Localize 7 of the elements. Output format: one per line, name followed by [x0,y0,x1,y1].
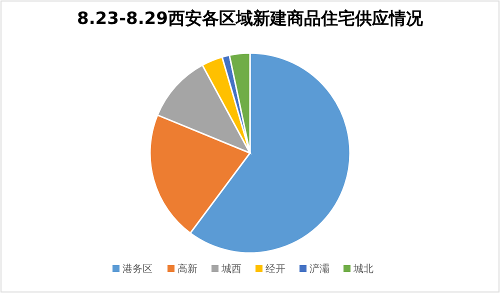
legend-label: 高新 [178,263,198,275]
legend-label: 城西 [220,263,242,275]
legend-label: 浐灞 [310,263,330,275]
legend-label: 城北 [352,263,374,275]
chart-title: 8.23-8.29西安各区域新建商品住宅供应情况 [77,9,424,29]
legend-label: 港务区 [122,263,152,275]
legend-label: 经开 [266,263,286,275]
